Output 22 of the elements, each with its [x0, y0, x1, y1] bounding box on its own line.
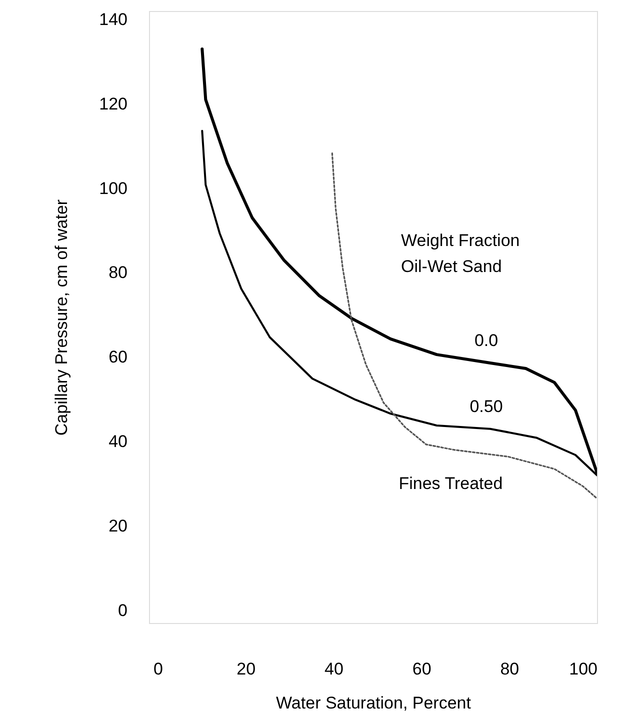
- x-tick-label: 20: [236, 660, 256, 678]
- y-tick-label: 0: [118, 600, 128, 620]
- y-tick-label: 80: [108, 263, 128, 282]
- y-axis-title: Capillary Pressure, cm of water: [52, 199, 72, 436]
- series-label: Fines Treated: [398, 474, 503, 493]
- x-axis-title: Water Saturation, Percent: [276, 694, 472, 712]
- line-series: [331, 152, 597, 500]
- x-tick-label: 0: [154, 660, 164, 678]
- y-tick-label: 120: [99, 94, 128, 114]
- y-tick-label: 40: [108, 432, 128, 452]
- x-tick-label: 80: [500, 660, 520, 678]
- y-tick-label: 20: [108, 516, 128, 536]
- line-series: [200, 47, 597, 474]
- y-tick-label: 60: [108, 348, 128, 367]
- y-tick-label: 140: [99, 10, 128, 29]
- x-tick-label: 60: [412, 660, 432, 678]
- x-tick-label: 40: [324, 660, 344, 678]
- x-tick-label: 100: [569, 660, 598, 678]
- series-label: 0.50: [470, 396, 503, 416]
- series-label: 0.0: [474, 331, 498, 350]
- legend-title: Weight Fraction Oil-Wet Sand: [401, 231, 520, 276]
- y-tick-label: 100: [99, 178, 128, 198]
